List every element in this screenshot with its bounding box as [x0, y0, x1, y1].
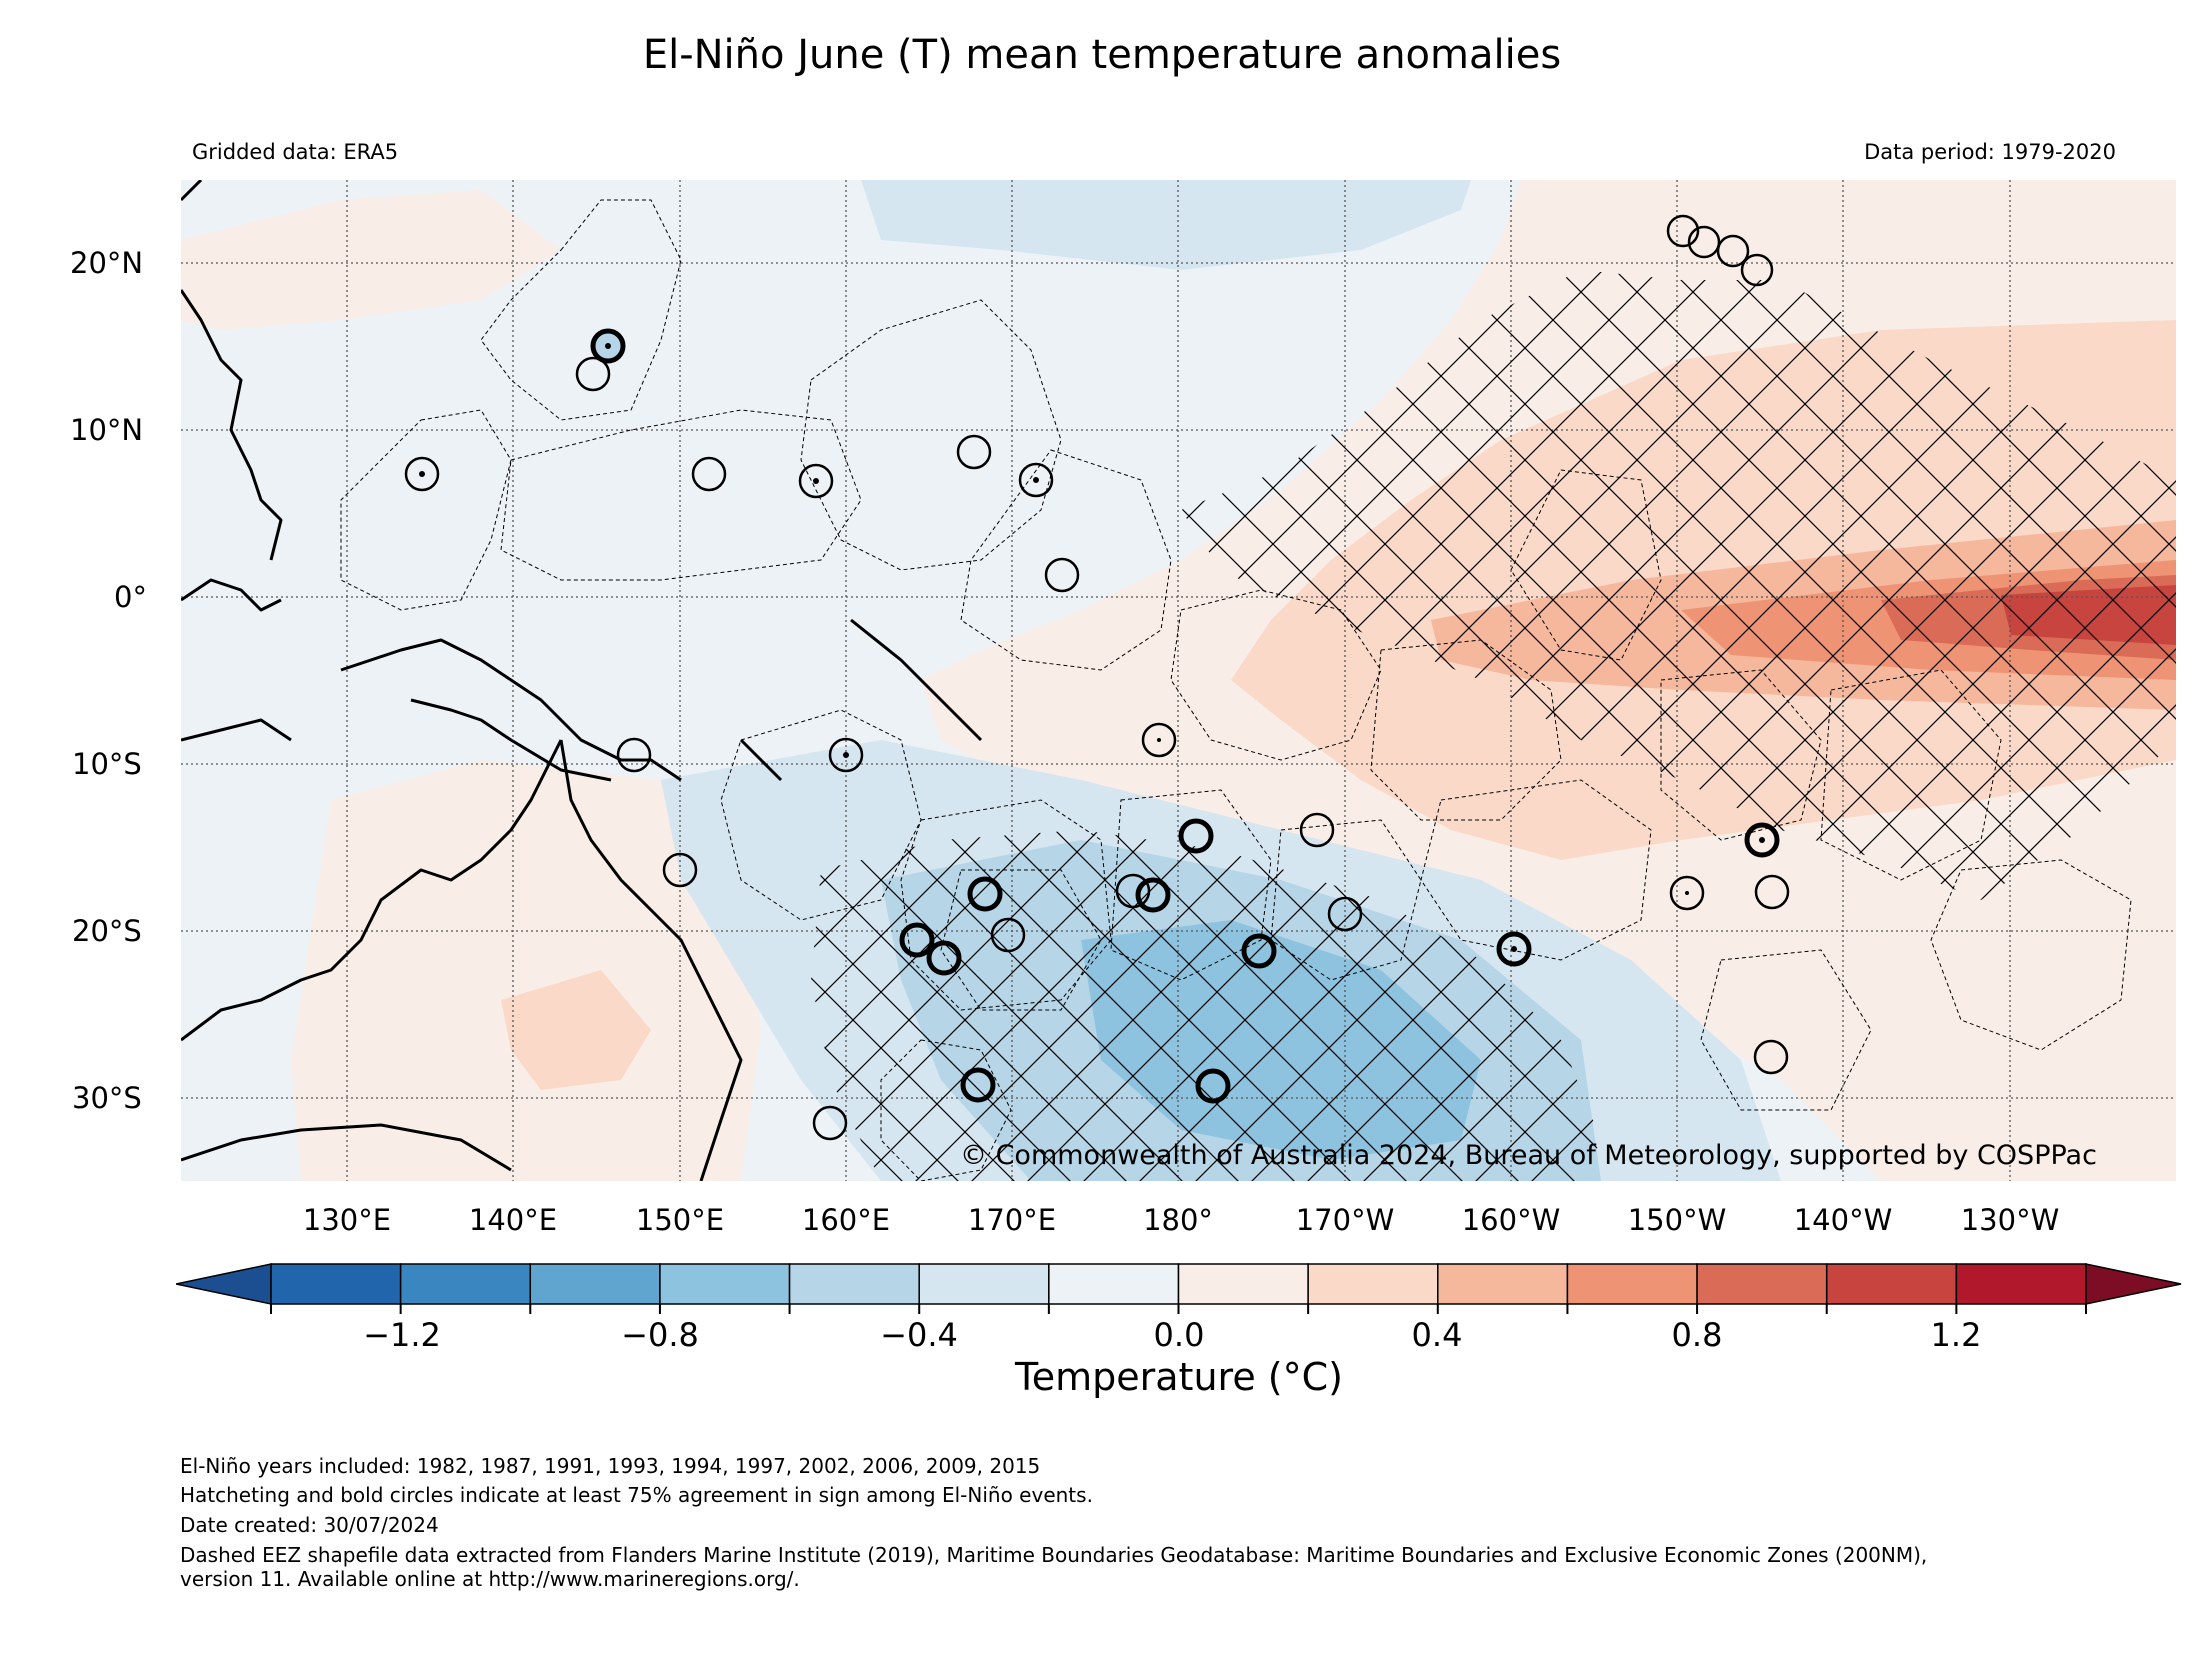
- footnote-date: Date created: 30/07/2024: [180, 1513, 439, 1537]
- island-markers: [404, 214, 1790, 1141]
- anomaly-map: [181, 180, 2176, 1181]
- colorbar-over-arrow: [2085, 1263, 2182, 1305]
- colorbar-tick-label: 0.0: [1153, 1316, 1205, 1354]
- lon-label: 170°E: [967, 1203, 1057, 1237]
- colorbar-tick-label: 1.2: [1930, 1316, 1982, 1354]
- map-title: El-Niño June (T) mean temperature anomal…: [642, 32, 1562, 78]
- footnote-years: El-Niño years included: 1982, 1987, 1991…: [180, 1454, 1041, 1478]
- warm-anomaly-west: [181, 190, 561, 330]
- lon-label: 140°E: [468, 1203, 558, 1237]
- lon-label: 130°E: [302, 1203, 392, 1237]
- colorbar-under-arrow: [176, 1263, 272, 1305]
- colorbar-segment: [1177, 1263, 1309, 1305]
- hatch-region-south: [811, 830, 1601, 1181]
- lon-label: 160°W: [1461, 1203, 1561, 1237]
- footnote-eez-version: version 11. Available online at http://w…: [180, 1567, 800, 1591]
- colorbar-segment: [529, 1263, 661, 1305]
- hatch-region-east: [1181, 270, 2176, 900]
- colorbar-segment: [918, 1263, 1050, 1305]
- colorbar-tick-label: −0.4: [880, 1316, 958, 1354]
- warm-patch-australia: [501, 970, 651, 1090]
- colorbar-segment: [1437, 1263, 1569, 1305]
- island-dots: [419, 343, 1765, 952]
- footnote-hatching: Hatcheting and bold circles indicate at …: [180, 1483, 1093, 1507]
- colorbar-segment: [659, 1263, 791, 1305]
- colorbar: [176, 1263, 2182, 1314]
- colorbar-segment: [399, 1263, 532, 1305]
- lat-label: 10°N: [70, 413, 144, 447]
- lon-label: 160°E: [801, 1203, 891, 1237]
- lon-label: 130°W: [1960, 1203, 2060, 1237]
- lat-label: 20°N: [70, 246, 144, 280]
- colorbar-segment: [1048, 1263, 1180, 1305]
- bold-island-markers: [590, 328, 1780, 1104]
- colorbar-tick-label: 0.4: [1411, 1316, 1463, 1354]
- data-period-label: Data period: 1979-2020: [1864, 140, 2116, 164]
- lon-label: 140°W: [1793, 1203, 1893, 1237]
- colorbar-segment: [1566, 1263, 1698, 1305]
- lat-label: 0°: [114, 580, 147, 614]
- coastline: [181, 180, 983, 1181]
- lon-label: 150°W: [1627, 1203, 1727, 1237]
- copyright-notice: © Commonwealth of Australia 2024, Bureau…: [960, 1140, 2097, 1171]
- colorbar-tick-label: −1.2: [363, 1316, 441, 1354]
- colorbar-segment: [1307, 1263, 1439, 1305]
- colorbar-label: Temperature (°C): [1015, 1355, 1343, 1399]
- lat-label: 20°S: [72, 914, 142, 948]
- lon-label: 170°W: [1295, 1203, 1395, 1237]
- colorbar-segment: [788, 1263, 920, 1305]
- lat-label: 30°S: [72, 1081, 142, 1115]
- lon-label: 150°E: [635, 1203, 725, 1237]
- lon-label: 180°: [1143, 1203, 1213, 1237]
- cool-anomaly-north: [861, 180, 1471, 270]
- colorbar-segment: [270, 1263, 402, 1305]
- colorbar-segment: [1696, 1263, 1828, 1305]
- lat-label: 10°S: [72, 747, 142, 781]
- colorbar-tick-label: −0.8: [621, 1316, 699, 1354]
- eez-boundaries: [340, 199, 2132, 1181]
- colorbar-tick-label: 0.8: [1671, 1316, 1723, 1354]
- warm-anomaly-australia: [291, 760, 761, 1181]
- colorbar-segment: [1955, 1263, 2087, 1305]
- footnote-eez-source: Dashed EEZ shapefile data extracted from…: [180, 1543, 1928, 1567]
- gridded-data-label: Gridded data: ERA5: [192, 140, 399, 164]
- colorbar-segment: [1825, 1263, 1958, 1305]
